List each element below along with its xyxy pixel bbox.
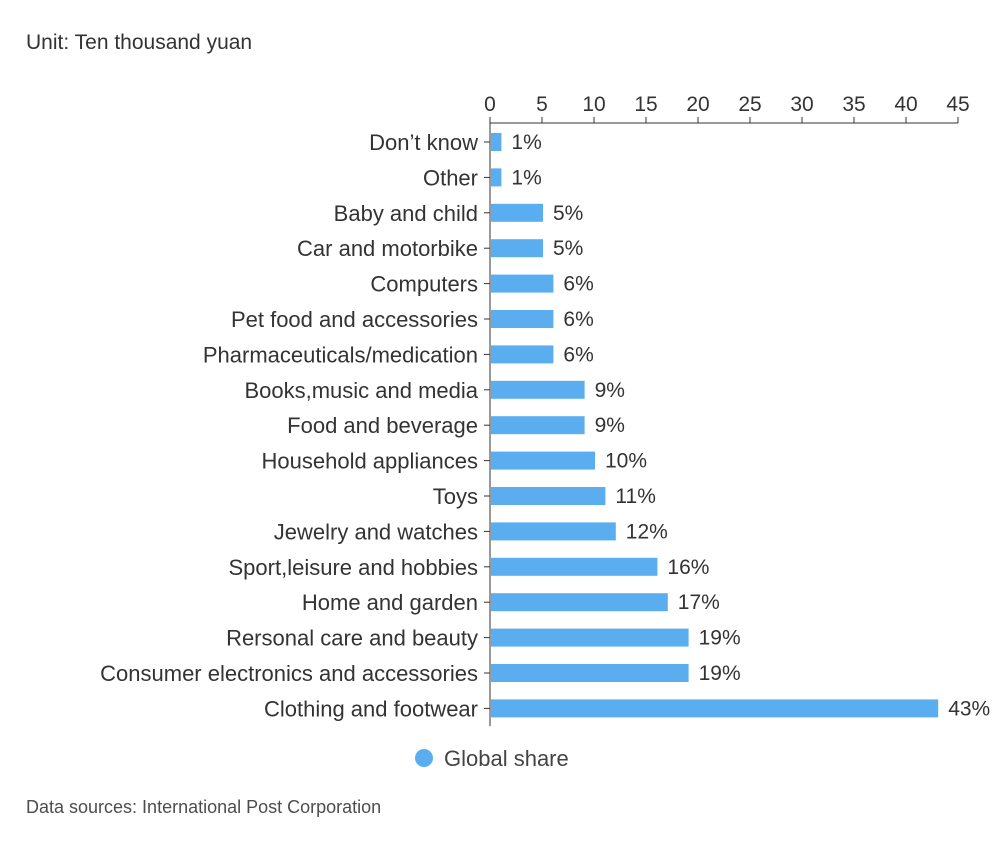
bar [491, 664, 689, 682]
legend-label: Global share [444, 746, 569, 771]
bar-value-label: 43% [948, 697, 990, 720]
bar-value-label: 17% [678, 591, 720, 614]
x-tick-label: 40 [894, 93, 917, 116]
x-tick-label: 20 [686, 93, 709, 116]
bar [491, 239, 543, 258]
x-tick-label: 15 [634, 93, 657, 116]
bar-value-label: 12% [626, 520, 668, 543]
category-label: Car and motorbike [297, 236, 478, 261]
category-label: Jewelry and watches [274, 519, 478, 544]
bar [491, 274, 554, 293]
bar [491, 451, 595, 470]
bar [491, 557, 658, 576]
bar-value-label: 11% [615, 485, 655, 508]
x-tick-label: 45 [946, 93, 969, 116]
bar [491, 593, 668, 612]
bar [491, 522, 616, 541]
x-tick-label: 10 [582, 93, 605, 116]
category-label: Household appliances [262, 449, 479, 474]
data-labels: 1%1%5%5%6%6%6%9%9%10%11%12%16%17%19%19%4… [511, 131, 990, 720]
bar-value-label: 16% [667, 556, 709, 579]
category-label: Food and beverage [287, 413, 478, 438]
legend: Global share [415, 746, 569, 771]
x-axis: 0 5 10 15 20 25 30 35 40 45 [484, 93, 970, 124]
bar [491, 699, 939, 718]
bar-value-label: 19% [699, 627, 741, 650]
bar [491, 168, 502, 187]
category-label: Don’t know [369, 130, 478, 155]
x-tick-label: 5 [536, 93, 548, 116]
category-label: Clothing and footwear [264, 696, 478, 721]
category-label: Other [423, 165, 478, 190]
bar-value-label: 9% [595, 379, 625, 402]
bar-series [491, 133, 939, 718]
category-label: Pet food and accessories [231, 307, 478, 332]
x-tick-label: 25 [738, 93, 761, 116]
bar-value-label: 6% [563, 308, 593, 331]
bar [491, 203, 543, 222]
bar-value-label: 10% [605, 450, 647, 473]
category-label: Toys [433, 484, 478, 509]
bar-chart: 0 5 10 15 20 25 30 35 40 45 Don’t know Other Baby a… [100, 93, 990, 771]
bar-value-label: 9% [595, 414, 625, 437]
bar-value-label: 6% [563, 273, 593, 296]
bar [491, 487, 606, 505]
category-label: Baby and child [334, 201, 478, 226]
bar-value-label: 1% [511, 166, 541, 189]
category-label: Rersonal care and beauty [226, 626, 478, 651]
category-axis: Don’t know Other Baby and child Car and mot… [100, 123, 491, 727]
bar-value-label: 5% [553, 202, 583, 225]
x-tick-label: 30 [790, 93, 813, 116]
legend-marker [415, 749, 433, 767]
category-label: Home and garden [302, 590, 478, 615]
x-tick-label: 35 [842, 93, 865, 116]
bar [491, 310, 554, 328]
bar [491, 416, 585, 435]
bar [491, 345, 554, 364]
bar [491, 380, 585, 399]
bar [491, 628, 689, 647]
bar-value-label: 5% [553, 237, 583, 260]
category-label: Computers [370, 272, 478, 297]
bar-value-label: 19% [699, 662, 741, 685]
bar [491, 133, 502, 151]
unit-label: Unit: Ten thousand yuan [26, 31, 253, 54]
bar-value-label: 1% [511, 131, 541, 154]
source-label: Data sources: International Post Corpora… [26, 797, 382, 817]
x-tick-label: 0 [484, 93, 496, 116]
bar-value-label: 6% [563, 343, 593, 366]
category-label: Sport,leisure and hobbies [229, 555, 479, 580]
category-label: Books,music and media [244, 378, 478, 403]
category-label: Consumer electronics and accessories [100, 661, 478, 686]
category-label: Pharmaceuticals/medication [203, 342, 478, 367]
